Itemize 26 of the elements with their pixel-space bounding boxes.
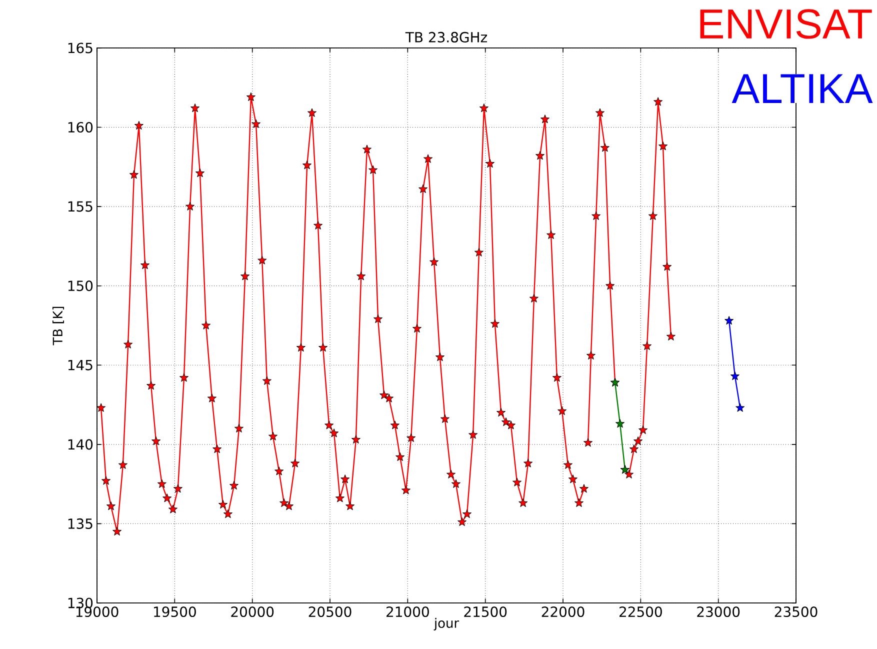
y-tick-label: 160: [68, 122, 93, 133]
point: [724, 316, 734, 325]
legend-label: ENVISAT: [700, 9, 872, 39]
y-tick-label: 145: [68, 360, 92, 370]
point: [736, 403, 745, 412]
y-tick-label: 155: [68, 201, 92, 212]
x-tick-label: 20500: [308, 606, 352, 618]
x-tick-label: 23000: [697, 606, 740, 618]
point: [730, 371, 740, 380]
x-tick-label: 22500: [620, 606, 662, 618]
x-tick-label: 22000: [542, 606, 584, 618]
x-tick-label: 19500: [154, 606, 196, 618]
x-axis-title: jour: [434, 618, 460, 630]
x-tick-label: 21500: [464, 606, 507, 618]
x-tick-label: 23500: [774, 606, 818, 618]
chart-title: TB 23.8GHz: [405, 32, 487, 42]
x-tick-label: 21000: [386, 606, 429, 618]
text: ALTIKA: [732, 74, 873, 103]
x-tick-label: 20000: [231, 606, 274, 618]
x-tick-label: 19000: [76, 606, 118, 618]
y-tick-label: 140: [68, 439, 93, 450]
y-tick-label: 135: [68, 518, 92, 529]
y-tick-label: 150: [68, 280, 93, 292]
y-tick-label: 165: [68, 42, 92, 54]
point: [615, 419, 625, 428]
y-axis-title: TB [K]: [52, 306, 64, 346]
